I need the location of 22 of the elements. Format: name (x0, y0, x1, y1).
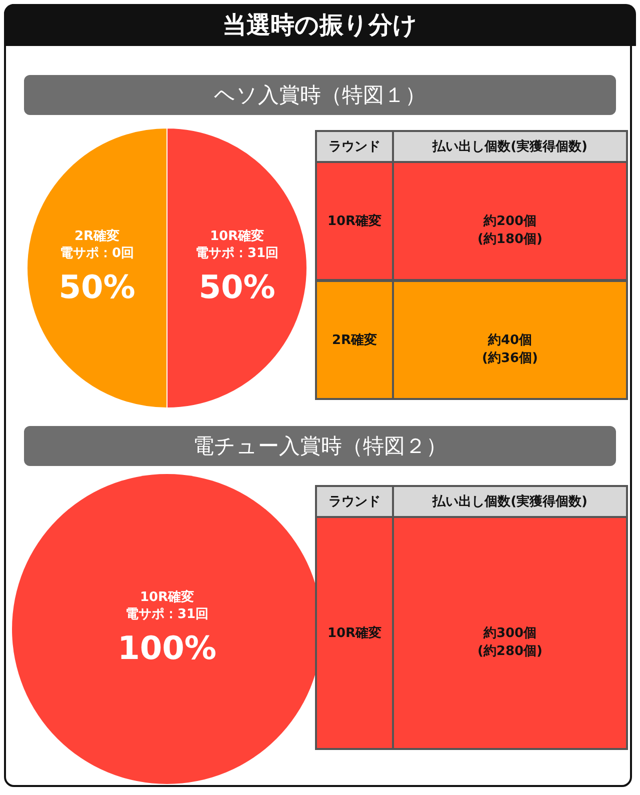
data-label: 50% (58, 268, 136, 306)
text: 電サポ：31回 (125, 607, 209, 622)
slice-label: 10R確変 (210, 228, 264, 244)
chart-title: 当選時の振り分け (4, 4, 636, 46)
text: ラウンド (328, 140, 380, 154)
text: 払い出し個数(実獲得個数) (432, 138, 588, 154)
slice-label: 2R確変 (74, 228, 120, 244)
data-label: 100% (118, 629, 216, 667)
text: 10R確変 (327, 213, 382, 229)
chart-subtitle: 電チュー入賞時（特図２） (24, 426, 616, 466)
data-label: 50% (198, 268, 276, 306)
text: 約40個 (約36個) (482, 333, 538, 366)
text: 10R確変 (327, 625, 382, 641)
text: 約300個 (約280個) (477, 626, 543, 659)
chart-subtitle: ヘソ入賞時（特図１） (24, 75, 616, 115)
text: 電サポ：0回 (60, 246, 134, 261)
slice-label: 10R確変 (140, 589, 194, 605)
text: 2R確変 (332, 332, 378, 348)
text: 払い出し個数(実獲得個数) (432, 494, 588, 510)
text: 約200個 (約180個) (477, 214, 543, 247)
text: 電サポ：31回 (195, 246, 279, 261)
text: ラウンド (328, 494, 380, 510)
